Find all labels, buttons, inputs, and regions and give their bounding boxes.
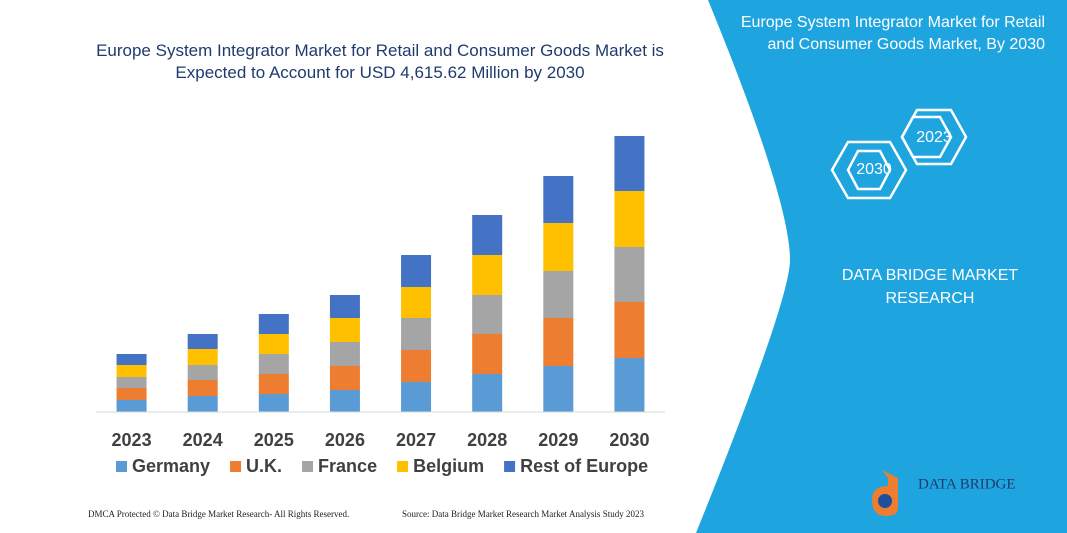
x-tick-label: 2023 <box>112 430 152 450</box>
footer-right: Source: Data Bridge Market Research Mark… <box>402 509 644 519</box>
chart-title: Europe System Integrator Market for Reta… <box>96 41 664 82</box>
hexagon <box>846 149 892 191</box>
legend-swatch <box>230 461 242 472</box>
bar-segment <box>614 247 645 302</box>
x-tick-label: 2026 <box>325 430 365 450</box>
bar-segment <box>472 255 503 295</box>
x-tick-label: 2028 <box>467 430 507 450</box>
hexagon-label: 2023 <box>916 129 952 146</box>
legend-swatch <box>504 461 516 472</box>
bar-segment <box>187 349 218 365</box>
bar-segment <box>472 295 503 334</box>
bar-segment <box>258 374 289 394</box>
legend-label: Germany <box>132 456 210 476</box>
bar-segment <box>543 366 574 412</box>
bar-segment <box>116 365 147 377</box>
bar-segment <box>614 358 645 412</box>
bar-segment <box>472 334 503 374</box>
bar-segment <box>401 318 432 350</box>
legend-label: Belgium <box>413 456 484 476</box>
hexagon-label: 2030 <box>856 161 892 178</box>
x-tick-label: 2029 <box>538 430 578 450</box>
footer-left: DMCA Protected © Data Bridge Market Rese… <box>88 509 349 519</box>
bar-segment <box>401 350 432 382</box>
bar-segment <box>329 366 360 390</box>
bar-segment <box>116 354 147 365</box>
logo-icon <box>878 494 892 508</box>
logo-text: DATA BRIDGE <box>918 476 1016 492</box>
bar-segment <box>472 215 503 255</box>
bar-segment <box>187 334 218 349</box>
x-tick-label: 2027 <box>396 430 436 450</box>
bar-segment <box>116 388 147 400</box>
bar-segment <box>472 374 503 412</box>
bar-segment <box>401 287 432 318</box>
bar-segment <box>401 382 432 412</box>
bar-segment <box>187 380 218 396</box>
hexagon <box>830 140 908 200</box>
bar-segment <box>543 176 574 223</box>
x-tick-label: 2024 <box>183 430 223 450</box>
bar-segment <box>258 394 289 412</box>
side-panel <box>696 0 1067 533</box>
bar-segment <box>187 365 218 380</box>
bar-segment <box>329 318 360 342</box>
legend-swatch <box>116 461 127 472</box>
bar-segment <box>614 302 645 358</box>
bar-segment <box>187 396 218 412</box>
bar-segment <box>543 223 574 271</box>
hexagon <box>900 108 968 166</box>
panel-title: Europe System Integrator Market for Reta… <box>740 14 1045 53</box>
bar-segment <box>329 295 360 318</box>
legend-label: U.K. <box>246 456 282 476</box>
logo-icon <box>872 470 898 516</box>
legend-label: Rest of Europe <box>520 456 648 476</box>
bar-segment <box>614 191 645 247</box>
bar-segment <box>116 400 147 412</box>
legend-label: France <box>318 456 377 476</box>
bar-segment <box>543 318 574 366</box>
bar-segment <box>329 390 360 412</box>
x-tick-label: 2030 <box>609 430 649 450</box>
bar-segment <box>329 342 360 366</box>
bar-segment <box>258 354 289 374</box>
bar-segment <box>401 255 432 287</box>
brand: DATA BRIDGE MARKET RESEARCH <box>841 267 1019 307</box>
bar-segment <box>614 136 645 191</box>
bar-segment <box>258 334 289 354</box>
bar-segment <box>543 271 574 318</box>
bar-segment <box>258 314 289 334</box>
legend-swatch <box>302 461 314 472</box>
legend-swatch <box>397 461 409 472</box>
x-tick-label: 2025 <box>254 430 294 450</box>
bar-segment <box>116 377 147 388</box>
